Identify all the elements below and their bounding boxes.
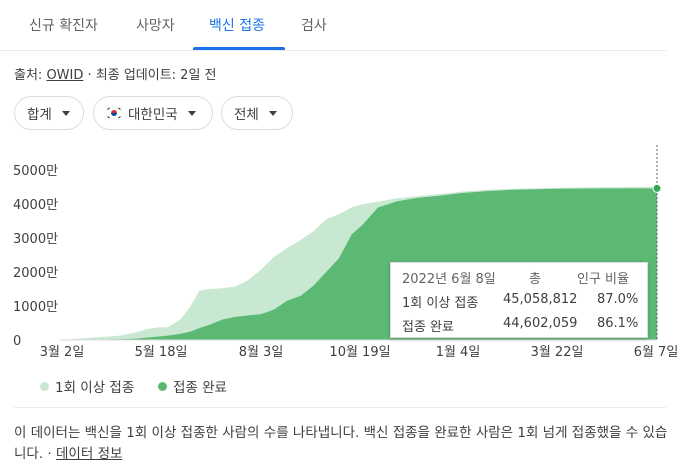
population-dropdown[interactable]: 전체 <box>221 96 293 130</box>
tab-deaths[interactable]: 사망자 <box>136 18 175 34</box>
x-tick-label: 5월 18일 <box>135 345 188 360</box>
data-info-link[interactable]: 데이터 정보 <box>56 446 123 462</box>
country-dropdown-label: 대한민국 <box>128 107 178 123</box>
y-tick-label: 2000만 <box>13 266 58 281</box>
legend-swatch <box>40 381 49 391</box>
tab-new-cases[interactable]: 신규 확진자 <box>29 18 98 34</box>
population-dropdown-label: 전체 <box>234 107 259 123</box>
y-tick-label: 3000만 <box>13 232 58 247</box>
tab-bar: 신규 확진자 사망자 백신 접종 검사 <box>0 0 666 51</box>
y-tick-label: 4000만 <box>13 198 58 213</box>
tooltip-row-label: 1회 이상 접종 <box>402 296 479 311</box>
x-tick-label: 8월 3일 <box>239 345 284 360</box>
source-updated: · 최종 업데이트: 2일 전 <box>83 68 217 83</box>
legend-label: 접종 완료 <box>173 380 227 396</box>
tooltip-row-label: 접종 완료 <box>402 320 454 335</box>
tooltip-row-total: 45,058,812 <box>503 292 578 307</box>
tooltip-row-total: 44,602,059 <box>503 316 578 331</box>
active-tab-indicator <box>193 47 285 50</box>
chevron-down-icon <box>268 110 277 116</box>
source-prefix: 출처: <box>14 68 47 83</box>
tooltip-row-ratio: 87.0% <box>597 292 639 307</box>
x-tick-label: 3월 2일 <box>40 345 85 360</box>
x-tick-label: 10월 19일 <box>329 345 390 360</box>
data-note: 이 데이터는 백신을 1회 이상 접종한 사람의 수를 나타냅니다. 백신 접종… <box>14 423 674 465</box>
tab-testing[interactable]: 검사 <box>301 18 327 34</box>
x-tick-label: 1월 4일 <box>436 345 481 360</box>
x-tick-label: 6월 7일 <box>634 345 679 360</box>
chevron-down-icon <box>61 110 70 116</box>
hover-point-marker <box>652 183 662 193</box>
tooltip-ratio-header: 인구 비율 <box>577 272 629 287</box>
note-separator: · <box>43 446 57 462</box>
korea-flag-icon <box>106 106 122 120</box>
legend-item-fully-vaccinated[interactable]: 접종 완료 <box>158 376 227 396</box>
tooltip-total-header: 총 <box>529 272 541 287</box>
country-dropdown[interactable]: 대한민국 <box>93 96 213 130</box>
divider <box>14 407 666 408</box>
source-link[interactable]: OWID <box>46 68 84 83</box>
y-tick-label: 1000만 <box>13 300 58 315</box>
y-tick-label: 5000만 <box>13 164 58 179</box>
legend-swatch <box>158 381 167 391</box>
measure-dropdown-label: 합계 <box>27 107 52 123</box>
source-line: 출처: OWID · 최종 업데이트: 2일 전 <box>14 64 217 83</box>
x-tick-label: 3월 22일 <box>531 345 584 360</box>
tooltip-date: 2022년 6월 8일 <box>402 272 496 287</box>
chevron-down-icon <box>187 110 196 116</box>
y-tick-label: 0 <box>13 334 21 349</box>
legend-item-first-dose[interactable]: 1회 이상 접종 <box>40 376 134 396</box>
tooltip-row-ratio: 86.1% <box>597 316 639 331</box>
legend-label: 1회 이상 접종 <box>55 380 135 396</box>
measure-dropdown[interactable]: 합계 <box>14 96 84 130</box>
chart-tooltip: 2022년 6월 8일 총 인구 비율 1회 이상 접종 45,058,812 … <box>390 262 648 338</box>
tab-vaccinations[interactable]: 백신 접종 <box>209 18 265 34</box>
